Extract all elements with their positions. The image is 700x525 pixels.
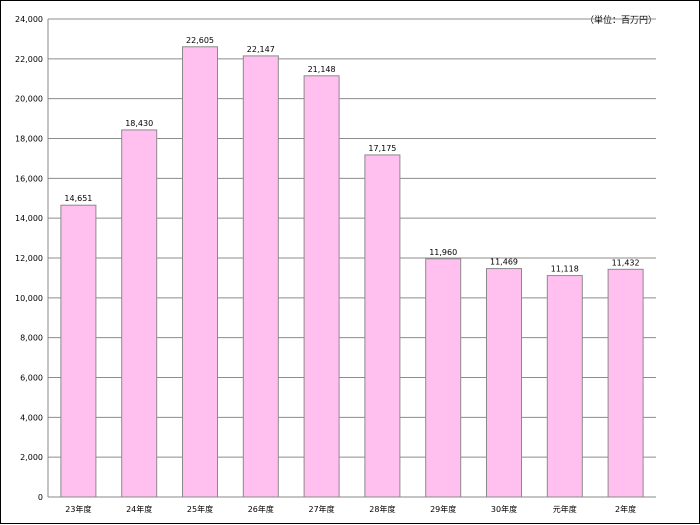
y-tick-label: 20,000	[15, 95, 43, 104]
bar	[303, 75, 340, 498]
y-tick-label: 2,000	[20, 453, 43, 462]
y-tick-label: 6,000	[20, 374, 43, 383]
bar	[364, 154, 401, 498]
x-tick-label: 30年度	[491, 504, 517, 514]
data-label: 22,147	[247, 45, 275, 54]
bar	[242, 55, 279, 498]
bar	[60, 204, 97, 498]
bar	[182, 46, 218, 498]
y-tick-label: 12,000	[15, 254, 43, 263]
x-tick-label: 28年度	[369, 504, 395, 514]
bar	[607, 268, 644, 498]
x-tick-label: 25年度	[187, 504, 213, 514]
bar	[425, 258, 462, 498]
data-label: 11,432	[612, 258, 640, 267]
data-label: 14,651	[64, 194, 92, 203]
y-tick-label: 24,000	[15, 15, 43, 24]
y-tick-label: 0	[38, 493, 43, 502]
x-tick-label: 23年度	[65, 504, 91, 514]
x-tick-label: 24年度	[126, 504, 152, 514]
data-label: 11,469	[490, 258, 518, 267]
x-tick-label: 29年度	[430, 504, 456, 514]
bar	[486, 268, 522, 498]
y-tick-label: 8,000	[20, 334, 43, 343]
y-tick-label: 4,000	[20, 413, 43, 422]
x-tick-label: 27年度	[309, 504, 335, 514]
bar	[121, 129, 158, 498]
bar	[546, 275, 583, 498]
x-tick-label: 2年度	[615, 504, 636, 514]
data-label: 11,960	[429, 248, 457, 257]
y-tick-label: 18,000	[15, 135, 43, 144]
y-tick-label: 14,000	[15, 214, 43, 223]
x-tick-label: 元年度	[553, 504, 577, 514]
y-tick-label: 10,000	[15, 294, 43, 303]
data-label: 17,175	[368, 144, 396, 153]
x-tick-label: 26年度	[248, 504, 274, 514]
y-tick-label: 22,000	[15, 55, 43, 64]
data-label: 18,430	[125, 119, 153, 128]
y-tick-label: 16,000	[15, 174, 43, 183]
unit-label: （単位：百万円）	[585, 16, 658, 26]
data-label: 22,605	[186, 36, 214, 45]
data-label: 11,118	[551, 265, 579, 274]
data-label: 21,148	[308, 65, 336, 74]
